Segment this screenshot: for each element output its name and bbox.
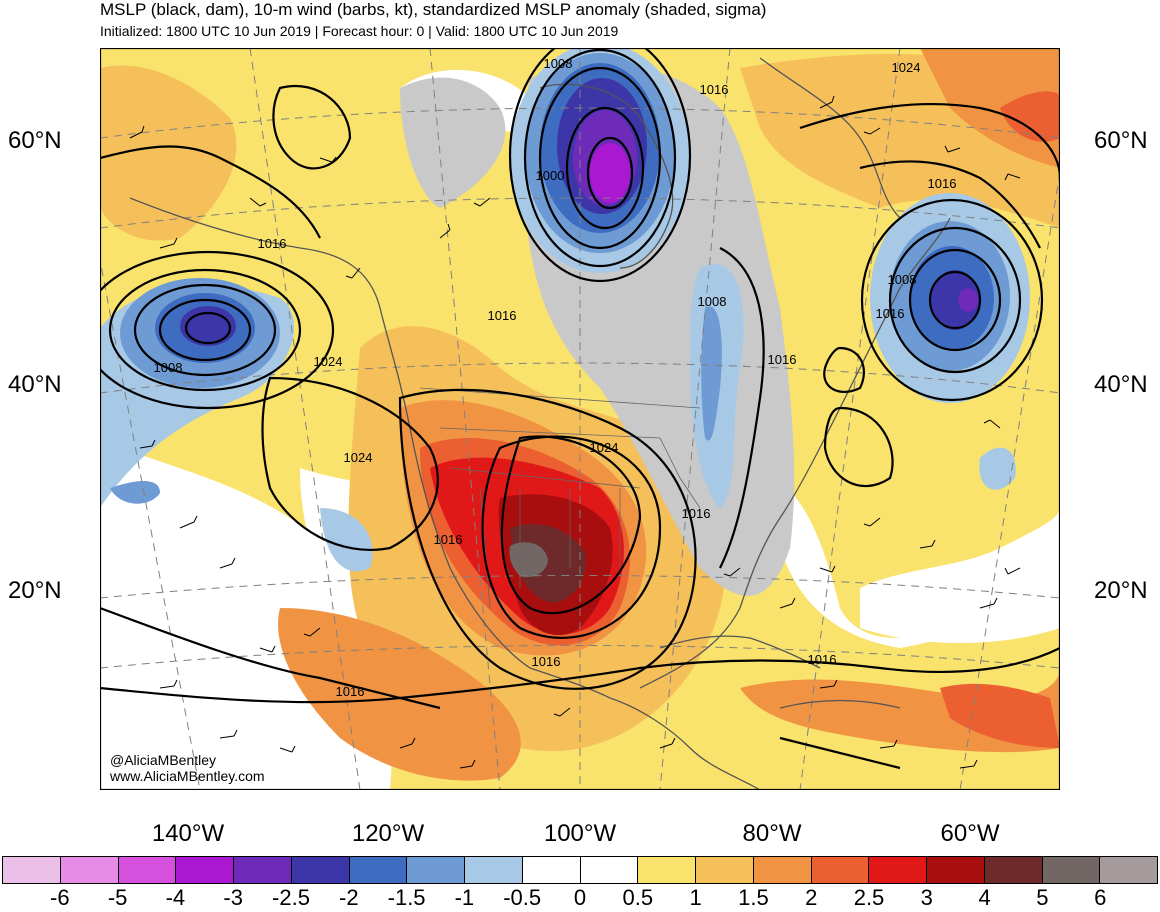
coastlines xyxy=(129,57,951,790)
colorbar-swatch xyxy=(234,857,292,883)
state-borders xyxy=(419,387,701,609)
colorbar-tick-label: 1 xyxy=(689,885,702,910)
east-coast-negative-anomaly xyxy=(690,264,744,508)
colorbar-swatch xyxy=(927,857,985,883)
contour-label: 1016 xyxy=(258,236,287,251)
colorbar-tick-label: 3 xyxy=(920,885,933,910)
contour-label: 1016 xyxy=(434,532,463,547)
colorbar-tick-label: -5 xyxy=(107,885,128,910)
contour-label: 1008 xyxy=(154,360,183,375)
contour-label: 1016 xyxy=(768,352,797,367)
credit-website: www.AliciaMBentley.com xyxy=(110,768,265,784)
colorbar-swatch xyxy=(291,857,350,883)
colorbar-swatch xyxy=(1100,857,1157,883)
colorbar-swatch xyxy=(465,857,523,883)
wind-barbs xyxy=(129,95,1021,769)
lon-label: 60°W xyxy=(940,820,1000,847)
credit-handle: @AliciaMBentley xyxy=(110,752,217,768)
positive-anomaly-core xyxy=(400,400,647,656)
colorbar-tick-label: -2.5 xyxy=(272,885,310,910)
colorbar-tick-label: -6 xyxy=(50,885,70,910)
colorbar-tick-label: -4 xyxy=(165,885,186,910)
lon-label: 100°W xyxy=(543,820,617,847)
colorbar xyxy=(2,856,1158,884)
colorbar-tick-label: 2.5 xyxy=(853,885,885,910)
contour-label: 1008 xyxy=(698,294,727,309)
colorbar-tick-label: 0.5 xyxy=(622,885,654,910)
contour-label: 1024 xyxy=(314,354,343,369)
chart-title: MSLP (black, dam), 10-m wind (barbs, kt)… xyxy=(100,0,767,19)
contour-label: 1016 xyxy=(928,176,957,191)
lat-label-left: 20°N xyxy=(8,577,62,604)
colorbar-tick-label: -1.5 xyxy=(387,885,426,910)
colorbar-tick-label: 5 xyxy=(1036,885,1049,910)
lat-label-right: 60°N xyxy=(1094,127,1148,154)
colorbar-swatch xyxy=(522,857,581,883)
colorbar-tick-label: 1.5 xyxy=(738,885,769,910)
weather-map: 1008 1016 1000 1024 1016 1016 1008 1016 … xyxy=(100,48,1060,790)
colorbar-swatch xyxy=(407,857,465,883)
colorbar-swatch xyxy=(638,857,696,883)
colorbar-tick-label: -0.5 xyxy=(503,885,542,910)
contour-label: 1024 xyxy=(892,60,921,75)
colorbar-tick-label: 4 xyxy=(978,885,991,910)
colorbar-swatch xyxy=(60,857,119,883)
colorbar-swatch xyxy=(1042,857,1101,883)
colorbar-swatch xyxy=(811,857,870,883)
contour-label: 1016 xyxy=(336,684,365,699)
lat-label-left: 40°N xyxy=(8,371,62,398)
contour-labels: 1008 1016 1000 1024 1016 1016 1008 1016 … xyxy=(154,56,957,699)
contour-label: 1000 xyxy=(536,168,565,183)
lat-label-right: 40°N xyxy=(1094,371,1148,398)
contour-label: 1016 xyxy=(488,308,517,323)
lon-label: 140°W xyxy=(151,820,225,847)
contour-label: 1008 xyxy=(544,56,573,71)
colorbar-swatch xyxy=(580,857,639,883)
contour-label: 1016 xyxy=(682,506,711,521)
contour-label: 1016 xyxy=(532,654,561,669)
colorbar-swatch xyxy=(3,857,61,883)
contour-label: 1024 xyxy=(590,440,619,455)
lon-label: 80°W xyxy=(742,820,802,847)
contour-label: 1008 xyxy=(888,272,917,287)
colorbar-swatch xyxy=(118,857,177,883)
colorbar-swatch xyxy=(984,857,1043,883)
lon-label: 120°W xyxy=(351,820,425,847)
colorbar-tick-label: -3 xyxy=(223,885,243,910)
contour-label: 1016 xyxy=(808,652,837,667)
colorbar-swatch xyxy=(753,857,812,883)
contour-label: 1016 xyxy=(876,306,905,321)
colorbar-swatch xyxy=(869,857,927,883)
contour-label: 1024 xyxy=(344,450,373,465)
colorbar-swatch xyxy=(176,857,234,883)
colorbar-tick-label: -1 xyxy=(454,885,475,910)
colorbar-tick-label: -2 xyxy=(339,885,359,910)
mslp-contours xyxy=(100,48,1060,770)
colorbar-tick-label: 2 xyxy=(805,885,818,910)
lat-label-right: 20°N xyxy=(1094,577,1148,604)
colorbar-swatch xyxy=(696,857,754,883)
colorbar-tick-label: 0 xyxy=(573,885,587,910)
contour-label: 1016 xyxy=(700,82,729,97)
chart-subtitle: Initialized: 1800 UTC 10 Jun 2019 | Fore… xyxy=(100,23,619,39)
lat-label-left: 60°N xyxy=(8,127,62,154)
colorbar-swatch xyxy=(349,857,408,883)
colorbar-tick-label: 6 xyxy=(1094,885,1107,910)
